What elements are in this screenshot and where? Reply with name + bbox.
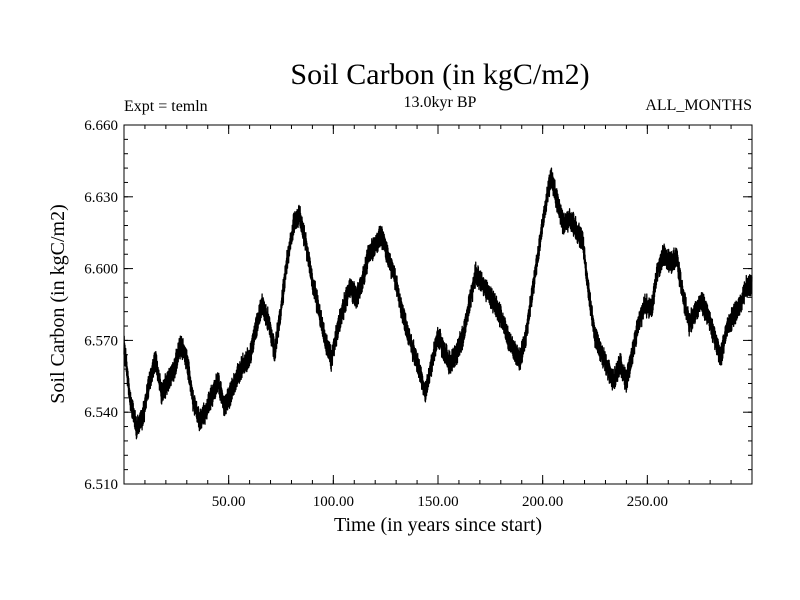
series-line-soil-carbon (123, 167, 753, 440)
y-tick-label: 6.540 (84, 405, 118, 421)
axis-tick-labels: 50.00 100.00 150.00 200.00 250.00 6.510 6.540 6… (84, 118, 668, 510)
x-tick-label: 100.00 (313, 494, 354, 510)
x-tick-label: 50.00 (212, 494, 246, 510)
y-tick-label: 6.570 (84, 333, 118, 349)
y-tick-label: 6.510 (84, 477, 118, 493)
y-axis-label: Soil Carbon (in kgC/m2) (47, 204, 69, 403)
x-tick-label: 200.00 (522, 494, 563, 510)
chart-subtitle: 13.0kyr BP (404, 94, 477, 111)
months-label: ALL_MONTHS (645, 97, 752, 114)
y-tick-label: 6.600 (84, 262, 118, 278)
y-tick-label: 6.630 (84, 190, 118, 206)
plot-frame (123, 124, 753, 485)
y-tick-label: 6.660 (84, 118, 118, 134)
x-tick-label: 150.00 (417, 494, 458, 510)
chart-title: Soil Carbon (in kgC/m2) (290, 58, 589, 91)
experiment-label: Expt = temln (124, 98, 208, 115)
x-tick-label: 250.00 (627, 494, 668, 510)
axis-ticks (124, 124, 752, 485)
x-axis-label: Time (in years since start) (334, 514, 542, 536)
